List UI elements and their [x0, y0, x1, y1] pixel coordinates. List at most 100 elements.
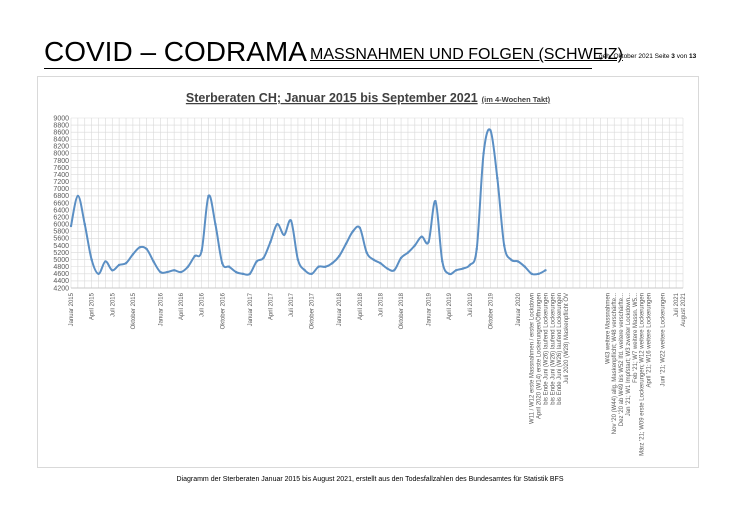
- x-tick-label: März '21; W09 erste Lockerungen; W12 wei…: [640, 293, 646, 456]
- x-tick-label: Oktober 2019: [488, 292, 494, 329]
- data-point: [331, 262, 334, 265]
- y-tick-label: 7200: [53, 179, 69, 186]
- data-point: [475, 247, 478, 251]
- data-point: [193, 254, 196, 258]
- data-point: [227, 265, 231, 268]
- x-tick-label: Jan '21; W1 Impfstart; W3 zweiter Lockdo…: [626, 293, 632, 417]
- data-point: [379, 262, 382, 265]
- data-point: [434, 200, 437, 203]
- data-point: [468, 263, 472, 267]
- data-point: [461, 267, 465, 270]
- series-line-mortality: [70, 128, 546, 276]
- chart-grid: [70, 117, 684, 289]
- data-point: [248, 272, 251, 276]
- data-point: [90, 258, 93, 261]
- data-point: [392, 269, 396, 272]
- x-tick-label: April 2018: [358, 292, 364, 320]
- x-tick-label: Feb '21; W7 weitere Massn. W5...: [633, 293, 639, 383]
- data-point: [111, 269, 114, 272]
- data-point: [83, 223, 86, 226]
- data-point: [303, 269, 306, 272]
- y-tick-label: 7800: [53, 158, 69, 165]
- chart-frame: 4200 4400 4600 4800 5000 5200 5400 5600 5800 6000…: [37, 76, 699, 468]
- x-tick-label: Juli 2016: [200, 292, 206, 317]
- data-point: [399, 256, 403, 260]
- data-point: [358, 226, 362, 229]
- data-point: [351, 230, 355, 233]
- data-point: [76, 194, 80, 198]
- data-point: [214, 223, 217, 226]
- data-point: [282, 233, 286, 237]
- y-tick-label: 7600: [53, 165, 69, 172]
- data-point: [69, 224, 73, 228]
- y-tick-label: 7400: [53, 172, 69, 179]
- page-info-prefix: geh, Oktober 2021 Seite: [599, 53, 672, 60]
- document-subtitle: MASSNAHMEN UND FOLGEN (SCHWEIZ): [310, 46, 623, 63]
- x-tick-label: Januar 2018: [337, 292, 343, 326]
- data-point: [159, 270, 162, 274]
- y-tick-label: 4200: [53, 285, 69, 292]
- x-tick-label: Januar 2015: [69, 292, 75, 326]
- y-tick-label: 5800: [53, 229, 69, 236]
- data-point: [207, 194, 210, 198]
- data-point: [365, 251, 368, 254]
- x-tick-label: Juli 2020 (W28) Maskenpflicht ÖV: [563, 293, 570, 384]
- y-tick-label: 6200: [53, 214, 69, 221]
- y-tick-label: 8600: [53, 129, 69, 136]
- data-point: [131, 253, 135, 256]
- x-tick-label: Nov '20 (W44) allg. Maskenpflicht; W48 v…: [612, 293, 618, 435]
- y-tick-label: 5200: [53, 250, 69, 257]
- x-tick-label: April 2020 (W14) erste Lockerungen/Öffnu…: [536, 293, 543, 419]
- title-underline: [44, 68, 592, 69]
- data-point: [537, 272, 540, 276]
- data-point: [530, 272, 533, 276]
- y-tick-label: 8200: [53, 144, 69, 151]
- x-tick-label: bis Ende Juni (W26) laufend Lockerungen: [543, 293, 549, 405]
- data-point: [489, 129, 492, 132]
- y-tick-label: 6800: [53, 193, 69, 200]
- data-point: [386, 267, 389, 270]
- data-point: [296, 258, 300, 261]
- x-tick-label: Juli 2017: [289, 292, 295, 317]
- data-point: [117, 263, 121, 267]
- data-point: [234, 270, 238, 274]
- data-point: [448, 272, 451, 276]
- chart-title: Sterberaten CH; Januar 2015 bis Septembe…: [186, 91, 551, 105]
- data-point: [124, 262, 128, 265]
- x-tick-label: Oktober 2017: [310, 292, 316, 329]
- x-tick-label: April '21; W16 weitere Lockerungen: [647, 293, 653, 388]
- data-point: [310, 272, 313, 276]
- x-tick-label: Oktober 2018: [399, 292, 405, 329]
- data-point: [496, 177, 499, 180]
- chart-title-note: (im 4-Wochen Takt): [482, 95, 551, 104]
- data-point: [221, 262, 224, 265]
- x-tick-label: Oktober 2016: [220, 292, 226, 329]
- x-tick-label: April 2017: [268, 292, 274, 320]
- x-tick-label: Januar 2020: [516, 292, 522, 326]
- x-tick-label: Juli 2021: [674, 292, 680, 317]
- x-tick-label: Oktober 2015: [131, 292, 137, 329]
- x-tick-label: Juli 2015: [110, 292, 116, 317]
- data-point: [509, 258, 513, 261]
- y-tick-label: 5000: [53, 257, 69, 264]
- data-point: [276, 223, 279, 226]
- x-tick-label: W43 weitere Massnahmen: [605, 293, 611, 364]
- x-tick-label: Juli 2019: [468, 292, 474, 317]
- data-point: [97, 272, 100, 276]
- data-point: [255, 260, 258, 263]
- data-point: [413, 244, 417, 247]
- document-title: COVID – CODRAMA: [44, 36, 307, 67]
- data-point: [441, 260, 444, 263]
- data-point: [344, 242, 348, 245]
- data-point: [269, 240, 272, 244]
- data-point: [523, 265, 527, 268]
- x-tick-label: Januar 2016: [158, 292, 164, 326]
- data-point: [186, 265, 190, 268]
- data-point: [324, 265, 327, 268]
- chart-title-main: Sterberaten CH; Januar 2015 bis Septembe…: [186, 91, 478, 105]
- y-tick-label: 5600: [53, 236, 69, 243]
- data-point: [262, 256, 265, 260]
- data-point: [200, 249, 203, 253]
- data-point: [516, 260, 520, 263]
- data-point: [172, 269, 176, 272]
